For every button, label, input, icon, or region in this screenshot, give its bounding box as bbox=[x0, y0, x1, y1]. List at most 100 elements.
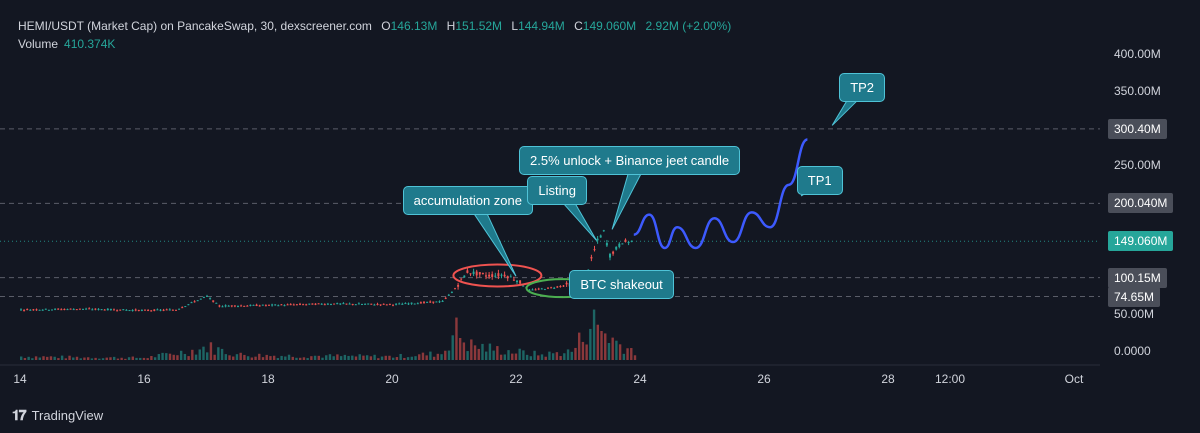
candle-body bbox=[540, 288, 543, 290]
volume-bar bbox=[60, 355, 64, 360]
candle-body bbox=[252, 304, 255, 306]
candle-body bbox=[423, 301, 425, 303]
volume-bar bbox=[57, 358, 60, 360]
candle-body bbox=[376, 303, 379, 305]
candle-body bbox=[516, 280, 518, 283]
candle-body bbox=[624, 239, 627, 242]
volume-bar bbox=[124, 358, 127, 360]
high-value: 151.52M bbox=[455, 19, 503, 33]
candle-body bbox=[512, 279, 515, 281]
candle-body bbox=[348, 303, 351, 305]
candle-body bbox=[26, 309, 29, 311]
volume-bar bbox=[585, 344, 588, 360]
candle-body bbox=[497, 273, 500, 277]
volume-bar bbox=[462, 342, 466, 360]
volume-bar bbox=[392, 357, 395, 360]
candle-body bbox=[137, 309, 140, 311]
volume-bar bbox=[432, 356, 436, 360]
candle-body bbox=[336, 303, 339, 305]
volume-bar bbox=[313, 355, 317, 360]
volume-bar bbox=[473, 345, 477, 360]
candle-body bbox=[547, 287, 549, 289]
candle-body bbox=[60, 309, 63, 311]
candle-body bbox=[320, 303, 323, 305]
candle-body bbox=[364, 303, 367, 305]
candle-body bbox=[190, 302, 193, 304]
volume-bar bbox=[79, 358, 82, 360]
candle-body bbox=[531, 289, 534, 291]
x-tick-label: 12:00 bbox=[934, 372, 966, 386]
candle-body bbox=[460, 278, 463, 280]
candle-body bbox=[404, 303, 407, 305]
volume-bar bbox=[246, 356, 250, 360]
volume-bar bbox=[127, 357, 131, 360]
volume-bar bbox=[49, 356, 53, 360]
candle-body bbox=[237, 305, 239, 307]
x-tick-label: 20 bbox=[385, 372, 399, 386]
candle-body bbox=[280, 304, 283, 306]
volume-bar bbox=[455, 317, 458, 360]
candle-body bbox=[621, 243, 624, 245]
candle-body bbox=[44, 308, 47, 310]
candle-body bbox=[311, 303, 314, 305]
candle-body bbox=[407, 303, 410, 305]
annotation-callout: accumulation zone bbox=[402, 185, 533, 215]
candle-body bbox=[196, 300, 199, 302]
volume-bar bbox=[525, 354, 529, 360]
candle-body bbox=[295, 304, 298, 306]
volume-bar bbox=[94, 357, 97, 360]
tradingview-brand[interactable]: 𝟏𝟕 TradingView bbox=[12, 407, 103, 424]
candle-body bbox=[587, 269, 590, 271]
candle-body bbox=[54, 308, 57, 310]
volume-bar bbox=[306, 358, 309, 360]
volume-bar bbox=[250, 357, 254, 360]
volume-bar bbox=[511, 353, 514, 360]
annotation-callout: 2.5% unlock + Binance jeet candle bbox=[519, 146, 741, 176]
volume-bar bbox=[27, 356, 30, 360]
volume-bar bbox=[198, 349, 201, 360]
tradingview-logo-icon: 𝟏𝟕 bbox=[12, 407, 27, 423]
candle-body bbox=[342, 303, 345, 305]
candle-body bbox=[503, 274, 506, 277]
y-tick-label: 350.00M bbox=[1114, 84, 1161, 98]
annotation-callout: TP1 bbox=[796, 165, 843, 195]
volume-bar bbox=[202, 346, 205, 360]
candle-body bbox=[370, 303, 373, 305]
volume-bar bbox=[604, 333, 607, 360]
candle-body bbox=[593, 249, 596, 251]
volume-bar bbox=[291, 356, 294, 360]
candle-body bbox=[32, 309, 35, 311]
candle-body bbox=[63, 308, 66, 310]
candle-body bbox=[159, 309, 162, 311]
candle-body bbox=[292, 304, 295, 306]
volume-bar bbox=[98, 358, 101, 360]
volume-bar bbox=[157, 354, 161, 360]
volume-bar bbox=[299, 357, 302, 360]
candle-body bbox=[184, 306, 187, 308]
candle-body bbox=[416, 303, 419, 305]
price-level-label: 300.40M bbox=[1108, 118, 1167, 139]
change-value: 2.92M (+2.00%) bbox=[645, 19, 732, 33]
candle-body bbox=[441, 300, 444, 302]
volume-bar bbox=[380, 356, 384, 360]
volume-bar bbox=[410, 356, 413, 360]
candle-body bbox=[550, 287, 553, 289]
volume-bar bbox=[395, 357, 399, 360]
candle-body bbox=[373, 304, 376, 306]
volume-bar bbox=[607, 342, 611, 360]
candle-body bbox=[134, 309, 137, 311]
volume-bar bbox=[499, 354, 503, 360]
candle-body bbox=[258, 305, 261, 307]
volume-bar bbox=[347, 355, 350, 360]
candle-body bbox=[339, 303, 342, 305]
volume-bar bbox=[217, 347, 220, 360]
volume-bar bbox=[258, 353, 261, 360]
candle-body bbox=[286, 304, 289, 306]
candle-body bbox=[323, 304, 326, 306]
volume-bar bbox=[321, 357, 324, 360]
volume-bar bbox=[477, 348, 480, 360]
candle-body bbox=[57, 308, 60, 310]
volume-bar bbox=[235, 354, 239, 360]
candle-body bbox=[212, 300, 215, 302]
